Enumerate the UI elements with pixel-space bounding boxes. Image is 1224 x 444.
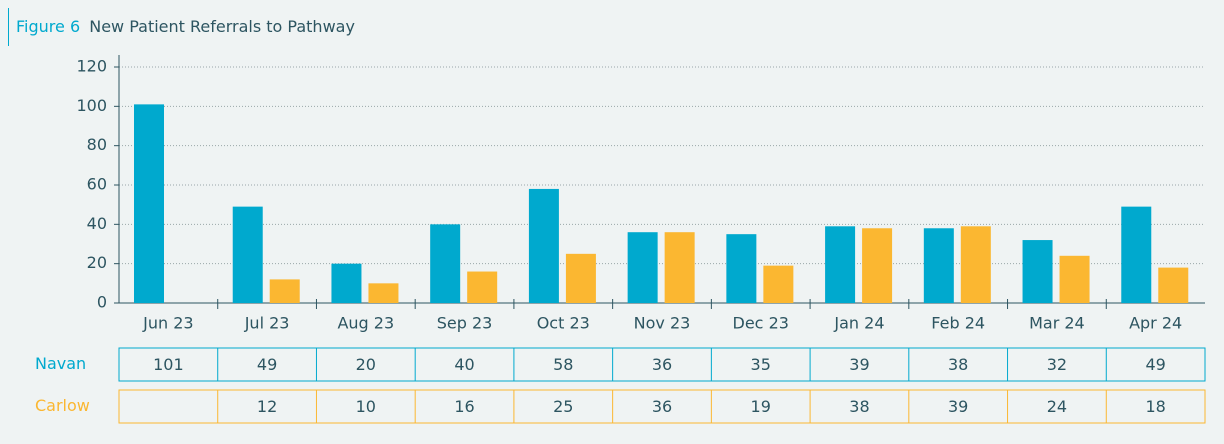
- bar: [1121, 206, 1152, 303]
- x-tick-label: Jul 23: [244, 314, 290, 333]
- y-tick-label: 0: [97, 293, 107, 312]
- table-value: 32: [1047, 355, 1067, 374]
- bar: [467, 271, 498, 303]
- table-value: 58: [553, 355, 573, 374]
- table-value: 25: [553, 397, 573, 416]
- x-tick-label: Feb 24: [931, 314, 985, 333]
- y-tick-label: 120: [76, 57, 107, 76]
- x-tick-label: Aug 23: [337, 314, 394, 333]
- legend-label: Navan: [35, 354, 86, 373]
- y-tick-label: 60: [87, 175, 107, 194]
- bar: [565, 253, 596, 303]
- table-value: 39: [948, 397, 968, 416]
- bar: [862, 228, 893, 303]
- table-value: 12: [257, 397, 277, 416]
- legend-label: Carlow: [35, 396, 90, 415]
- bar: [232, 206, 263, 303]
- table-value: 36: [652, 355, 672, 374]
- table-value: 16: [454, 397, 474, 416]
- table-value: 19: [751, 397, 771, 416]
- bar: [763, 265, 794, 303]
- x-tick-label: Jun 23: [142, 314, 193, 333]
- x-tick-label: Dec 23: [733, 314, 789, 333]
- table-value: 38: [948, 355, 968, 374]
- x-tick-label: Mar 24: [1029, 314, 1085, 333]
- table-value: 40: [454, 355, 474, 374]
- table-value: 38: [849, 397, 869, 416]
- table-value: 36: [652, 397, 672, 416]
- y-tick-label: 20: [87, 253, 107, 272]
- x-tick-label: Nov 23: [634, 314, 691, 333]
- table-value: 18: [1145, 397, 1165, 416]
- bar: [960, 226, 991, 303]
- bar: [726, 234, 757, 303]
- table-value: 101: [153, 355, 184, 374]
- y-tick-label: 80: [87, 135, 107, 154]
- bar: [331, 263, 362, 303]
- table-value: 39: [849, 355, 869, 374]
- bar: [627, 232, 658, 303]
- bar: [368, 283, 399, 303]
- table-value: 35: [751, 355, 771, 374]
- table-value: 24: [1047, 397, 1067, 416]
- bar: [430, 224, 461, 303]
- table-value: 49: [1145, 355, 1165, 374]
- bar: [134, 104, 164, 303]
- title-label: Figure 6: [16, 17, 80, 36]
- table-row: [118, 347, 1206, 382]
- x-tick-label: Sep 23: [437, 314, 493, 333]
- x-tick-label: Apr 24: [1129, 314, 1182, 333]
- bar: [1059, 255, 1090, 303]
- table-value: 10: [356, 397, 376, 416]
- y-tick-label: 40: [87, 214, 107, 233]
- table-row: [118, 389, 1206, 424]
- bar: [825, 226, 856, 303]
- bar: [528, 188, 559, 303]
- x-tick-label: Jan 24: [833, 314, 884, 333]
- title-text: New Patient Referrals to Pathway: [89, 17, 355, 36]
- x-tick-label: Oct 23: [537, 314, 590, 333]
- bar: [923, 228, 954, 303]
- chart-title: Figure 6 New Patient Referrals to Pathwa…: [16, 17, 355, 36]
- bar: [1158, 267, 1189, 303]
- table-value: 20: [356, 355, 376, 374]
- bar: [269, 279, 300, 303]
- bar: [1022, 240, 1053, 303]
- table-value: 49: [257, 355, 277, 374]
- bar: [664, 232, 695, 303]
- y-tick-label: 100: [76, 96, 107, 115]
